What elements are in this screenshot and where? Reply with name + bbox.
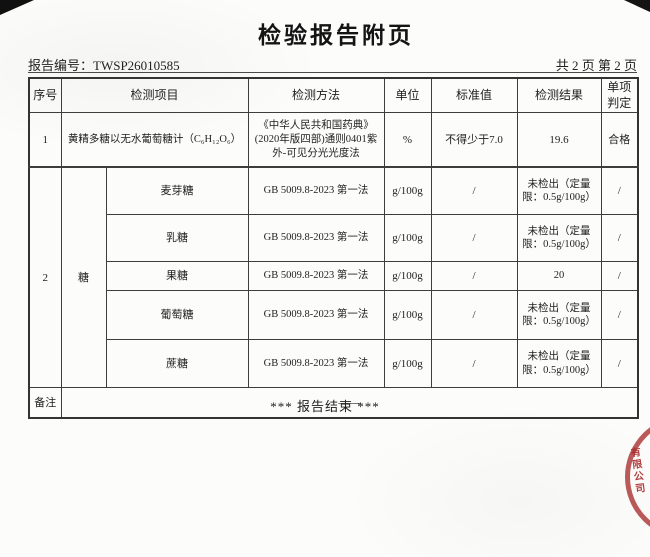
col-header-judgment: 单项判定 (600, 77, 639, 114)
cell-method: GB 5009.8-2023 第一法 (247, 166, 385, 216)
cell-result: 20 (516, 261, 602, 292)
cell-unit: % (383, 112, 432, 169)
table-row-lactose: 乳糖 GB 5009.8-2023 第一法 g/100g / 未检出（定量限：0… (29, 214, 639, 263)
header-rule (28, 72, 637, 73)
cell-standard: 不得少于7.0 (430, 112, 518, 169)
page-title: 检验报告附页 (258, 23, 414, 48)
cell-unit: g/100g (383, 214, 432, 263)
cell-judgment: / (600, 339, 639, 389)
report-number: 报告编号：TWSP26010585 (28, 55, 180, 74)
col-header-result: 检测结果 (516, 77, 602, 114)
cell-standard: / (430, 214, 518, 263)
table-row-remarks: 备注 —— (28, 387, 639, 419)
cell-judgment: / (600, 261, 639, 292)
cell-unit: g/100g (383, 261, 432, 292)
report-end-note: *** 报告结束 *** (270, 399, 380, 414)
cell-item: 黄精多糖以无水葡萄糖计（C₆H₁₂O₆） (60, 112, 249, 169)
remarks-value: —— (60, 387, 639, 419)
page-count: 共 2 页 第 2 页 (555, 58, 637, 73)
report-number-value: TWSP26010585 (93, 58, 180, 73)
cell-method: 《中华人民共和国药典》(2020年版四部)通则0401紫外-可见分光光度法 (247, 112, 385, 169)
cell-item: 葡萄糖 (105, 290, 249, 341)
inspection-results-table: 序号 检测项目 检测方法 单位 标准值 检测结果 单项判定 1 黄精多糖以无水葡… (28, 77, 640, 420)
cell-method: GB 5009.8-2023 第一法 (247, 339, 385, 389)
cell-item: 麦芽糖 (105, 166, 249, 216)
cell-item: 乳糖 (105, 214, 249, 263)
cell-standard: / (430, 166, 518, 216)
col-header-standard: 标准值 (430, 77, 518, 114)
table-row-sucrose: 蔗糖 GB 5009.8-2023 第一法 g/100g / 未检出（定量限：0… (29, 339, 639, 389)
col-header-method: 检测方法 (247, 77, 385, 114)
cell-method: GB 5009.8-2023 第一法 (247, 261, 385, 292)
cell-method: GB 5009.8-2023 第一法 (247, 290, 385, 341)
col-header-no: 序号 (28, 77, 62, 114)
cell-unit: g/100g (383, 339, 432, 389)
cell-standard: / (430, 261, 518, 292)
col-header-item: 检测项目 (60, 77, 249, 114)
table-row-fructose: 果糖 GB 5009.8-2023 第一法 g/100g / 20 / (29, 261, 639, 292)
cell-result: 未检出（定量限：0.5g/100g） (516, 339, 602, 389)
cell-item: 蔗糖 (105, 339, 249, 389)
table-row-glucose: 葡萄糖 GB 5009.8-2023 第一法 g/100g / 未检出（定量限：… (29, 290, 639, 341)
cell-unit: g/100g (383, 290, 432, 341)
cell-judgment: 合格 (600, 112, 639, 169)
col-header-unit: 单位 (383, 77, 432, 114)
cell-no: 1 (28, 112, 62, 169)
cell-standard: / (430, 290, 518, 341)
cell-result: 未检出（定量限：0.5g/100g） (516, 214, 602, 263)
cell-group-sugar: 糖 (60, 166, 107, 389)
cell-result: 未检出（定量限：0.5g/100g） (516, 290, 602, 341)
table-row-maltose: 2 糖 麦芽糖 GB 5009.8-2023 第一法 g/100g / 未检出（… (28, 166, 639, 389)
cell-judgment: / (600, 166, 639, 216)
cell-standard: / (430, 339, 518, 389)
cell-unit: g/100g (383, 166, 432, 216)
cell-no-group: 2 (28, 166, 62, 389)
table-header-row: 序号 检测项目 检测方法 单位 标准值 检测结果 单项判定 (28, 77, 639, 114)
cell-result: 19.6 (516, 112, 602, 169)
table-row-polysaccharide: 1 黄精多糖以无水葡萄糖计（C₆H₁₂O₆） 《中华人民共和国药典》(2020年… (28, 112, 639, 169)
report-number-label: 报告编号： (28, 58, 94, 73)
cell-method: GB 5009.8-2023 第一法 (247, 214, 385, 263)
scan-artifact-corner-top-left (0, 0, 34, 15)
scan-artifact-corner-top-right (624, 0, 650, 12)
cell-result: 未检出（定量限：0.5g/100g） (516, 166, 602, 216)
cell-item: 果糖 (105, 261, 249, 292)
cell-judgment: / (600, 290, 639, 341)
cell-judgment: / (600, 214, 639, 263)
report-info-row: 报告编号：TWSP26010585 共 2 页 第 2 页 (28, 55, 637, 74)
